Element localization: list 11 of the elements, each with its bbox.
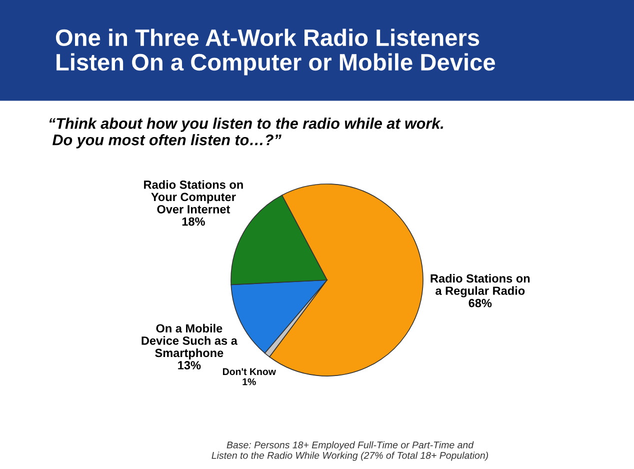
- slice-label: On a Mobile Device Such as a Smartphone: [142, 324, 238, 360]
- chart-title: One in Three At-Work Radio Listeners Listen On a Computer or Mobile Device: [56, 28, 496, 76]
- slice-label: Radio Stations on Your Computer Over Internet: [144, 180, 243, 214]
- chart-subtitle: “Think about how you listen to the radio while at work. Do you most often listen to…?”: [49, 118, 444, 148]
- text: Base: Persons 18+ Employed Full-Time or Part-Time and Listen to the Radio While Working (27% of Total 18+ Population): [212, 441, 488, 461]
- slice-label: Radio Stations on a Regular Radio: [430, 274, 530, 298]
- data-label: 18%: [182, 217, 205, 226]
- data-label: 68%: [468, 298, 492, 308]
- data-label: 1%: [242, 378, 256, 386]
- data-label: 13%: [178, 361, 201, 370]
- slice-label: Don't Know: [222, 368, 276, 376]
